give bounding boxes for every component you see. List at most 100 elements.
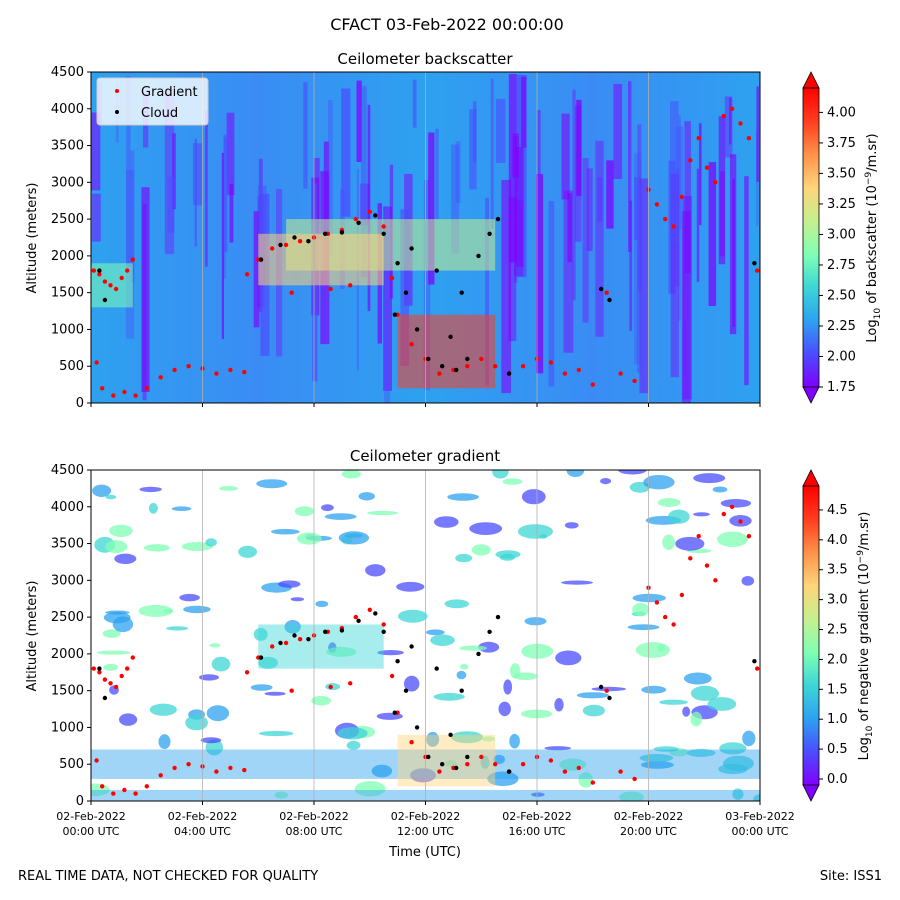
gradient-point	[130, 655, 135, 660]
gradient-blob	[365, 564, 386, 577]
backscatter-streak	[428, 132, 435, 285]
cloud-point	[465, 754, 470, 760]
backscatter-streak	[718, 116, 726, 265]
backscatter-streak	[92, 193, 101, 242]
gradient-blob	[278, 580, 301, 588]
x-tick-date: 02-Feb-2022	[56, 810, 125, 823]
gradient-blob	[635, 642, 671, 658]
legend-cloud-label: Cloud	[141, 106, 178, 121]
gradient-point	[479, 754, 484, 760]
gradient-point	[688, 556, 693, 561]
gradient-point	[755, 666, 760, 671]
cloud-point	[459, 290, 464, 295]
cloud-point	[403, 290, 409, 295]
y-tick-label: 3000	[51, 175, 84, 190]
gradient-blob	[103, 663, 118, 671]
gradient-point	[590, 382, 595, 387]
gradient-blob	[258, 730, 294, 737]
backscatter-streak	[606, 160, 614, 229]
colorbar-tick-label: 4.5	[827, 503, 848, 518]
gradient-blob	[712, 486, 728, 493]
backscatter-streak	[595, 140, 604, 337]
gradient-point	[721, 113, 726, 119]
backscatter-streak	[613, 83, 623, 179]
gradient-blob	[686, 748, 716, 757]
backscatter-streak	[508, 196, 517, 342]
backscatter-streak	[367, 104, 371, 312]
gradient-point	[353, 216, 358, 222]
gradient-point	[654, 600, 660, 605]
backscatter-streak	[229, 183, 234, 243]
colorbar-tick-label: 4.0	[827, 533, 848, 548]
gradient-blob	[105, 540, 128, 554]
cloud-point	[323, 231, 328, 236]
gradient-blob	[341, 470, 361, 479]
cloud-point	[292, 633, 297, 638]
gradient-point	[144, 386, 149, 391]
backscatter-streak	[341, 88, 351, 217]
y-tick-label: 0	[76, 396, 84, 411]
gradient-point	[328, 684, 333, 690]
backscatter-gridlines	[202, 72, 649, 403]
x-tick-time: 16:00 UTC	[508, 825, 565, 838]
gradient-blob	[667, 509, 690, 524]
gradient-blob	[524, 617, 547, 626]
y-tick-label: 2500	[51, 212, 84, 227]
gradient-blob	[354, 781, 386, 797]
gradient-blob	[566, 470, 585, 477]
gradient-blob	[185, 715, 209, 731]
gradient-point	[348, 283, 353, 288]
gradient-gridlines	[202, 470, 649, 801]
gradient-blob	[398, 609, 428, 623]
colorbar-tick-label: 1.75	[827, 380, 856, 395]
gradient-band	[397, 734, 496, 787]
gradient-point	[270, 246, 275, 251]
backscatter-streak	[303, 82, 308, 189]
gradient-point	[186, 762, 191, 767]
cloud-point	[607, 297, 612, 303]
backscatter-streak	[724, 96, 733, 158]
colorbar-tick-label: 2.75	[827, 258, 856, 273]
gradient-point	[755, 268, 760, 273]
cloud-point	[395, 659, 400, 664]
gradient-panel: Ceilometer gradient 0 500 1000 1500 2000 2500…	[25, 447, 875, 860]
gradient-point	[465, 364, 470, 369]
backscatter-streak	[729, 154, 737, 335]
gradient-point	[108, 283, 113, 288]
gradient-blob	[114, 553, 137, 564]
gradient-blob	[627, 624, 660, 631]
gradient-blob	[321, 504, 334, 512]
gradient-blob	[690, 711, 703, 727]
gradient-colorbar-ticks: 0.0 0.5 1.0 1.5 2.0 2.5 3.0 3.5 4.0 4.5	[819, 503, 848, 787]
cloud-point	[440, 364, 445, 369]
gradient-point	[214, 371, 219, 376]
cloud-point	[278, 242, 283, 248]
cloud-point	[258, 257, 264, 262]
gradient-point	[663, 614, 668, 620]
gradient-point	[158, 773, 163, 778]
colorbar-tick-label: 2.0	[827, 652, 848, 667]
backscatter-streak	[561, 113, 570, 200]
y-tick-label: 1500	[51, 286, 84, 301]
y-tick-label: 0	[76, 794, 84, 809]
cloud-point	[403, 688, 409, 693]
gradient-blob	[205, 739, 223, 756]
gradient-point	[654, 202, 660, 207]
backscatter-streak	[164, 90, 175, 255]
backscatter-texture	[91, 74, 759, 403]
cloud-point	[448, 732, 453, 737]
gradient-blob	[264, 691, 286, 696]
gradient-point	[158, 375, 163, 380]
gradient-blob	[315, 600, 329, 608]
cloud-point	[454, 765, 459, 771]
backscatter-ylabel: Altitude (meters)	[25, 183, 40, 294]
x-tick-date: 02-Feb-2022	[168, 810, 237, 823]
gradient-blob	[471, 544, 491, 556]
gradient-point	[548, 360, 554, 365]
colorbar-tick-label: 1.0	[827, 712, 848, 727]
backscatter-streak	[515, 147, 524, 267]
gradient-point	[632, 776, 637, 782]
backscatter-streak	[567, 193, 572, 263]
gradient-blob	[396, 581, 425, 592]
backscatter-streak	[670, 173, 679, 378]
